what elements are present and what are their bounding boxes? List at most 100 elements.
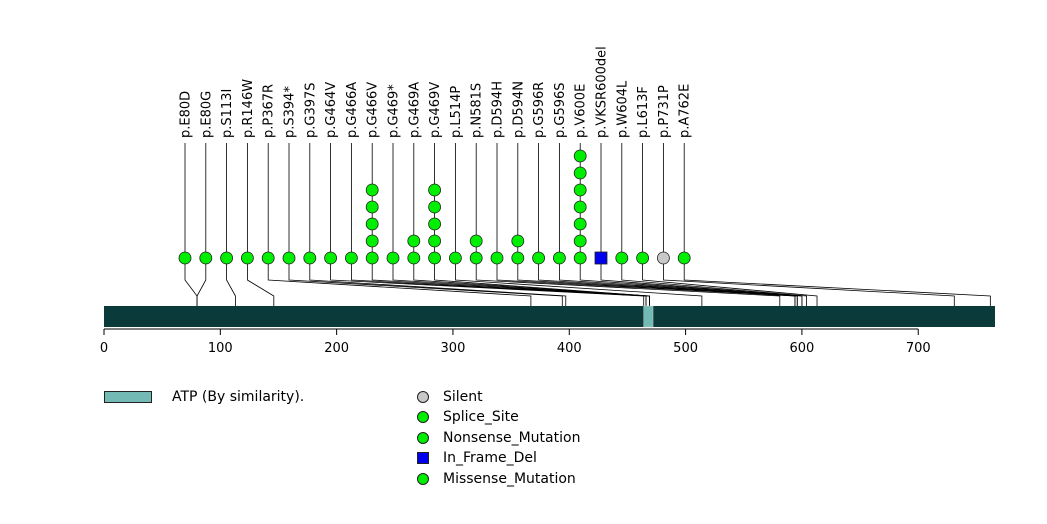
protein-backbone-group: [104, 305, 995, 328]
mutation-label-p.G469*: p.G469*: [387, 84, 402, 138]
marker-p.G466V-4: [365, 183, 379, 197]
mutation-label-p.V600E: p.V600E: [574, 84, 589, 138]
marker-p.V600E-4: [573, 183, 587, 197]
marker-p.G469V-2: [428, 217, 442, 231]
marker-p.G469A-0: [407, 251, 421, 265]
stem-p.A762E: [683, 143, 991, 306]
mutation-labels: p.E80D p.E80G p.S113I p.R146W p.P367R p.S394*…: [179, 46, 693, 138]
marker-p.P731P-0: [657, 251, 670, 265]
mutation-label-p.S394*: p.S394*: [283, 86, 298, 138]
marker-p.V600E-2: [573, 217, 587, 231]
marker-p.G464V-0: [324, 251, 338, 265]
marker-p.E80G-0: [199, 251, 213, 265]
x-tick-label-0: 0: [100, 341, 108, 356]
mutation-label-p.G469A: p.G469A: [407, 82, 422, 138]
mutation-label-p.P731P: p.P731P: [657, 85, 672, 138]
mutation-label-p.G466V: p.G466V: [366, 82, 381, 138]
stem-p.VKSR600del: [600, 143, 803, 306]
mutation-markers: [178, 149, 691, 265]
mutation-label-p.G469V: p.G469V: [428, 82, 443, 138]
mutation-label-p.L613F: p.L613F: [636, 86, 651, 138]
marker-p.A762E-0: [677, 251, 691, 265]
marker-p.G466V-1: [365, 234, 379, 248]
legend-silent-label: Silent: [443, 389, 483, 405]
stem-p.W604L: [621, 143, 807, 306]
marker-p.L514P-0: [448, 251, 462, 265]
stem-p.G464V: [330, 143, 645, 306]
mutation-label-p.E80G: p.E80G: [199, 91, 214, 138]
x-tick-label-200: 200: [324, 341, 349, 356]
marker-p.V600E-0: [573, 251, 587, 265]
mutation-label-p.D594N: p.D594N: [511, 81, 526, 138]
marker-p.G397S-0: [303, 251, 317, 265]
marker-p.V600E-6: [573, 149, 587, 163]
legend-domain-label: ATP (By similarity).: [172, 389, 305, 405]
stem-p.E80D: [184, 143, 198, 306]
mutation-label-p.VKSR600del: p.VKSR600del: [595, 46, 610, 138]
legend-nonsense-label: Nonsense_Mutation: [443, 430, 581, 446]
marker-p.R146W-0: [240, 251, 254, 265]
marker-p.D594N-1: [511, 234, 525, 248]
marker-p.W604L-0: [615, 251, 629, 265]
marker-p.D594N-0: [511, 251, 525, 265]
x-tick-label-700: 700: [906, 341, 931, 356]
marker-p.N581S-0: [469, 251, 483, 265]
legend-in-frame-del: In_Frame_Del: [417, 449, 537, 467]
mutation-label-p.D594H: p.D594H: [491, 81, 506, 138]
stem-p.G596S: [559, 143, 798, 306]
stem-p.L613F: [642, 143, 818, 306]
marker-p.G469A-1: [407, 234, 421, 248]
legend-splice-site-symbol: [417, 411, 429, 423]
legend-silent-symbol: [417, 391, 429, 403]
legend-domain: ATP (By similarity).: [104, 388, 304, 406]
mutation-label-p.G596S: p.G596S: [553, 82, 568, 138]
mutation-label-p.R146W: p.R146W: [241, 79, 256, 138]
legend-splice-site-label: Splice_Site: [443, 409, 519, 425]
stem-p.D594N: [517, 143, 796, 306]
stem-p.P731P: [663, 143, 955, 306]
mutation-label-p.A762E: p.A762E: [678, 84, 693, 138]
legend-missense-symbol: [417, 473, 429, 485]
marker-p.V600E-5: [573, 166, 587, 180]
legend-splice-site: Splice_Site: [417, 408, 519, 426]
mutation-label-p.G596R: p.G596R: [532, 82, 547, 138]
legend-nonsense: Nonsense_Mutation: [417, 429, 580, 447]
stem-p.N581S: [475, 143, 781, 306]
mutation-label-p.N581S: p.N581S: [470, 83, 485, 138]
marker-p.G469V-4: [428, 183, 442, 197]
stem-p.E80G: [196, 143, 207, 306]
marker-p.VKSR600del-0: [594, 251, 608, 265]
marker-p.G469*-0: [386, 251, 400, 265]
stem-p.L514P: [454, 143, 703, 306]
x-tick-label-500: 500: [673, 341, 698, 356]
stem-p.S394*: [288, 143, 563, 306]
marker-p.D594H-0: [490, 251, 504, 265]
marker-p.L613F-0: [636, 251, 649, 265]
marker-p.V600E-1: [573, 234, 587, 248]
mutation-label-p.G397S: p.G397S: [303, 82, 318, 138]
mutation-label-p.P367R: p.P367R: [262, 84, 277, 138]
legend-missense: Missense_Mutation: [417, 470, 576, 488]
marker-p.G466V-0: [365, 251, 379, 265]
marker-p.G469V-3: [428, 200, 442, 214]
marker-p.G596S-0: [553, 251, 566, 265]
marker-p.G466A-0: [344, 251, 358, 265]
x-tick-label-600: 600: [789, 341, 814, 356]
x-axis: 0 100 200 300 400 500 600 700: [100, 328, 931, 356]
stem-p.P367R: [267, 143, 532, 306]
legend-domain-swatch: [104, 391, 152, 403]
marker-p.G596R-0: [532, 251, 545, 265]
marker-p.G469V-1: [428, 234, 442, 248]
x-tick-label-400: 400: [557, 341, 582, 356]
protein-backbone: [104, 306, 995, 327]
marker-p.G469V-0: [428, 251, 442, 265]
mutation-label-p.W604L: p.W604L: [615, 80, 630, 138]
mutation-stems: [184, 143, 991, 306]
domain-0: [643, 305, 654, 328]
legend-nonsense-symbol: [417, 432, 429, 444]
marker-p.S394*-0: [282, 251, 296, 265]
mutation-label-p.G466A: p.G466A: [345, 82, 360, 138]
x-tick-label-100: 100: [208, 341, 233, 356]
marker-p.P367R-0: [261, 251, 275, 265]
